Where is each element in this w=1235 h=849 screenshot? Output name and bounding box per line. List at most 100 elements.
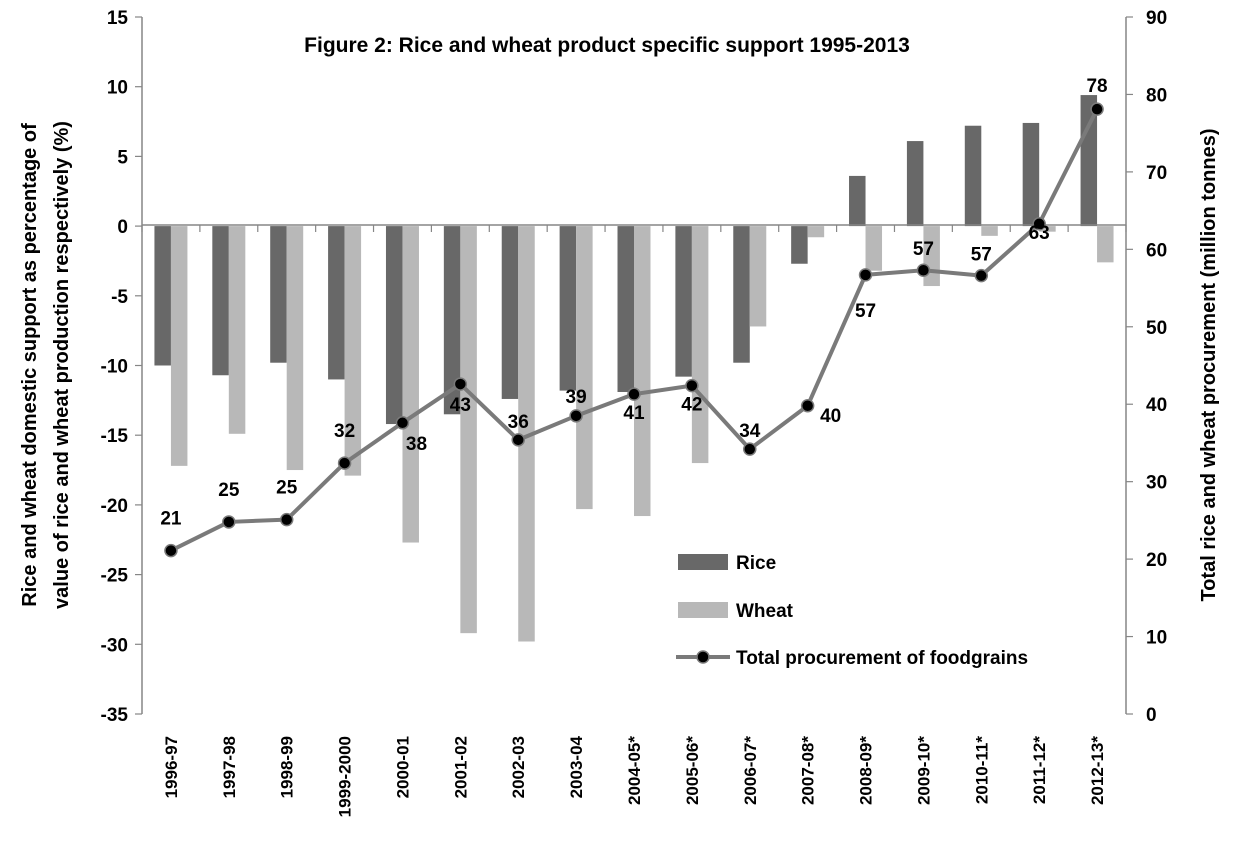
category-label: 2001-02: [451, 736, 470, 798]
right-tick-label: 60: [1146, 240, 1167, 261]
left-axis-title-line1: Rice and wheat domestic support as perce…: [19, 123, 41, 607]
rice-bar: [154, 226, 171, 366]
wheat-bar: [749, 226, 767, 327]
left-tick-label: -15: [101, 426, 129, 447]
wheat-bar: [344, 226, 362, 476]
rice-bar: [1022, 122, 1040, 227]
legend-label-rice: Rice: [736, 553, 776, 574]
rice-bar: [964, 125, 982, 227]
right-tick-label: 0: [1146, 705, 1157, 726]
procurement-point: [858, 268, 873, 282]
procurement-data-label: 57: [971, 245, 992, 266]
procurement-data-label: 43: [450, 395, 471, 416]
category-label: 2009-10*: [914, 736, 933, 805]
wheat-bar: [807, 226, 825, 238]
category-label: 1998-99: [278, 736, 297, 798]
wheat-bar: [634, 226, 651, 517]
category-label: 2007-08*: [799, 736, 818, 805]
category-label: 1996-97: [162, 736, 181, 798]
rice-bar: [385, 226, 403, 425]
rice-bar: [733, 226, 750, 363]
legend-label-procurement: Total procurement of foodgrains: [736, 648, 1028, 669]
left-tick-label: -35: [101, 705, 129, 726]
right-tick-label: 20: [1146, 550, 1167, 571]
procurement-data-label: 63: [1029, 223, 1050, 244]
rice-bar: [1080, 95, 1098, 227]
wheat-bar: [691, 226, 709, 464]
procurement-data-label: 41: [623, 403, 645, 424]
category-label: 2002-03: [509, 736, 528, 798]
procurement-point: [800, 399, 815, 413]
right-tick-label: 40: [1146, 395, 1167, 416]
procurement-data-label: 57: [855, 301, 876, 322]
left-tick-label: 10: [107, 78, 128, 99]
wheat-bar: [865, 226, 883, 271]
rice-bar: [212, 226, 229, 376]
category-label: 2005-06*: [683, 736, 702, 805]
right-tick-label: 30: [1146, 473, 1167, 494]
legend-swatch-rice: [678, 554, 728, 570]
procurement-data-label: 57: [913, 239, 934, 260]
procurement-data-label: 36: [508, 412, 529, 433]
left-tick-label: -20: [101, 496, 128, 517]
category-label: 1999-2000: [336, 736, 355, 817]
legend-marker-procurement: [696, 650, 710, 664]
rice-bar: [849, 175, 866, 227]
procurement-point: [1032, 217, 1046, 231]
procurement-point: [974, 268, 989, 283]
category-label: 2011-12*: [1030, 736, 1049, 804]
wheat-bar: [286, 226, 304, 471]
wheat-bar: [1039, 226, 1056, 232]
procurement-data-label: 25: [218, 480, 240, 501]
procurement-point: [916, 263, 931, 277]
procurement-point: [1090, 102, 1104, 116]
rice-bar: [675, 226, 692, 377]
category-label: 2012-13*: [1088, 736, 1107, 805]
legend-label-wheat: Wheat: [736, 601, 794, 622]
procurement-point: [685, 378, 699, 393]
wheat-bar: [170, 226, 188, 466]
left-tick-label: 5: [117, 147, 128, 168]
procurement-data-label: 39: [566, 387, 587, 408]
category-label: 1997-98: [220, 736, 239, 798]
right-tick-label: 70: [1146, 163, 1167, 184]
legend-swatch-wheat: [678, 602, 728, 618]
rice-bar: [270, 226, 287, 363]
rice-bar: [617, 226, 634, 392]
procurement-data-label: 40: [820, 406, 841, 427]
procurement-data-label: 34: [739, 421, 761, 442]
left-tick-label: -25: [101, 566, 129, 587]
left-axis-title-line2: value of rice and wheat production respe…: [51, 121, 73, 609]
left-tick-label: 0: [117, 217, 128, 238]
rice-bar: [443, 226, 461, 415]
procurement-point: [453, 377, 468, 391]
right-axis-title: Total rice and wheat procurement (millio…: [1198, 128, 1220, 601]
wheat-bar: [576, 226, 593, 510]
procurement-point: [222, 515, 236, 529]
right-tick-label: 80: [1146, 85, 1167, 106]
chart-title: Figure 2: Rice and wheat product specifi…: [304, 34, 910, 57]
wheat-bar: [518, 226, 535, 642]
procurement-data-label: 42: [681, 395, 702, 416]
category-label: 2004-05*: [625, 736, 644, 805]
right-tick-label: 90: [1146, 8, 1167, 29]
procurement-point: [569, 409, 583, 423]
procurement-point: [279, 512, 294, 527]
procurement-point: [627, 387, 641, 401]
wheat-bar: [460, 226, 477, 634]
wheat-bar: [402, 226, 419, 543]
category-label: 2003-04: [567, 735, 586, 798]
category-label: 2008-09*: [857, 736, 876, 805]
category-label: 2006-07*: [741, 736, 760, 805]
wheat-bar: [228, 226, 246, 434]
rice-bar: [328, 226, 345, 380]
procurement-point: [511, 433, 525, 447]
wheat-bar: [981, 226, 998, 236]
left-tick-label: -5: [111, 287, 128, 308]
rice-bar: [906, 141, 924, 227]
procurement-data-label: 32: [334, 421, 355, 442]
left-tick-label: 15: [107, 8, 129, 29]
procurement-point: [337, 456, 352, 470]
